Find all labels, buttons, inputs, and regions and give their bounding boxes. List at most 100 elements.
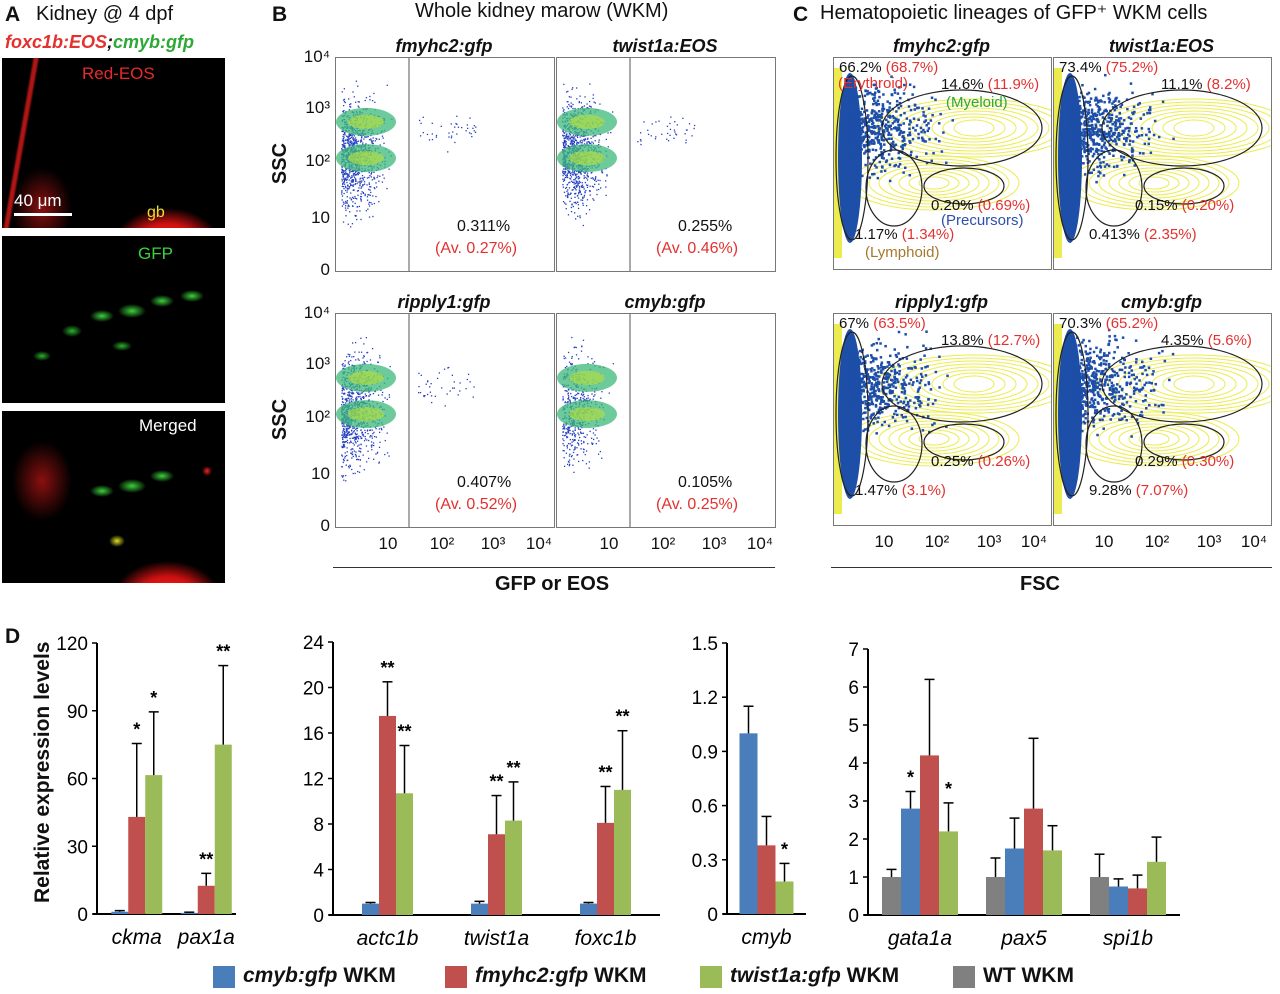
percent: 73.4%	[1059, 59, 1102, 76]
reference-percent: (0.26%)	[977, 453, 1031, 470]
precursors-annotation: 0.25% (0.26%)	[931, 453, 1030, 470]
y-tick-label: 0.9	[692, 742, 718, 763]
category-label: spi1b	[1103, 927, 1154, 950]
y-tick-label: 60	[67, 770, 88, 791]
significance-mark: **	[489, 772, 503, 792]
significance-mark: **	[380, 658, 394, 678]
y-tick-label: 120	[56, 634, 88, 655]
scale-bar-label: 40 μm	[14, 191, 62, 210]
y-tick-label: 4	[848, 754, 859, 775]
micro-image-gfp: GFP	[2, 236, 225, 403]
bar	[939, 831, 958, 915]
precursors-annotation: 0.29% (0.30%)	[1135, 453, 1234, 470]
erythroid-annotation: 66.2% (68.7%)	[839, 59, 938, 76]
myeloid-annotation: 14.6% (11.9%)	[941, 76, 1039, 93]
bar-chart-4: 0 1 2 3 4 5 6 7 * * gata1a pax5 spi1b	[848, 640, 1180, 950]
percent: 13.8%	[941, 332, 984, 349]
plot-title: fmyhc2:gfp	[892, 36, 990, 56]
percent: 4.35%	[1161, 332, 1204, 349]
scale-bar	[14, 213, 72, 216]
significance-mark: **	[397, 722, 411, 742]
x-axis-label: GFP or EOS	[495, 573, 610, 595]
plot-title: fmyhc2:gfp	[395, 36, 493, 56]
y-tick-label: 0	[848, 906, 859, 927]
flow-plot	[556, 313, 776, 528]
legend-gene: twist1a:gfp	[730, 964, 841, 987]
legend-entry: fmyhc2:gfp WKM	[475, 964, 647, 988]
x-tick: 10²	[429, 534, 455, 553]
y-tick-label: 16	[303, 724, 324, 745]
significance-mark: *	[945, 779, 952, 799]
bar	[128, 816, 146, 914]
bar	[362, 903, 379, 915]
precursors-annotation: 0.15% (0.20%)	[1135, 197, 1234, 214]
reference-percent: (12.7%)	[987, 332, 1041, 349]
flow-plot	[335, 313, 555, 528]
x-tick: 10⁴	[525, 534, 553, 553]
lymphoid-label: (Lymphoid)	[865, 244, 940, 261]
lineage-plot	[1053, 57, 1272, 270]
y-tick-label: 1.5	[692, 634, 718, 655]
y-tick-label: 0.3	[692, 851, 718, 872]
category-label: actc1b	[357, 927, 419, 950]
percent-label: 0.407%	[457, 474, 512, 491]
significance-mark: **	[615, 707, 629, 727]
bar	[180, 912, 198, 914]
panel-c-title: Hematopoietic lineages of GFP⁺ WKM cells	[820, 2, 1208, 24]
bar	[379, 715, 396, 915]
bar	[1090, 877, 1109, 915]
legend-swatch	[445, 966, 467, 988]
y-tick: 10⁴	[303, 303, 330, 322]
bar	[1109, 886, 1128, 915]
y-tick-label: 2	[848, 830, 859, 851]
reference-percent: (8.2%)	[1206, 76, 1251, 93]
x-tick: 10³	[976, 532, 1002, 551]
legend-suffix: WKM	[588, 964, 647, 987]
plot-title: ripply1:gfp	[895, 292, 988, 312]
reference-percent: (1.34%)	[901, 226, 955, 243]
reference-percent: (3.1%)	[901, 482, 946, 499]
reference-percent: (0.30%)	[1181, 453, 1235, 470]
legend-entry: cmyb:gfp WKM	[243, 964, 396, 988]
bar	[920, 755, 939, 915]
reference-percent: (5.6%)	[1207, 332, 1252, 349]
percent-label: 0.311%	[457, 218, 511, 235]
significance-mark: *	[133, 719, 140, 739]
panel-a-title: Kidney @ 4 dpf	[36, 3, 174, 25]
percent: 9.28%	[1089, 482, 1132, 499]
lymphoid-annotation: 0.413% (2.35%)	[1089, 226, 1197, 243]
lineage-plot	[1053, 313, 1272, 526]
y-tick-label: 12	[303, 770, 324, 791]
bar-chart-3: 0 0.3 0.6 0.9 1.2 1.5 * cmyb	[692, 634, 806, 949]
y-axis-label: SSC	[269, 142, 292, 185]
y-tick: 10⁴	[303, 47, 330, 66]
micro-image-merged: Merged	[2, 411, 225, 583]
y-tick-label: 20	[303, 679, 324, 700]
bar	[145, 775, 163, 914]
significance-mark: *	[907, 768, 914, 788]
y-tick-label: 3	[848, 792, 859, 813]
y-tick-label: 24	[303, 633, 325, 654]
category-label: twist1a	[464, 927, 529, 950]
panel-b-title: Whole kidney marow (WKM)	[415, 0, 669, 22]
y-tick-label: 0	[707, 905, 718, 926]
y-tick-label: 8	[313, 815, 324, 836]
percent: 0.29%	[1135, 453, 1178, 470]
significance-mark: *	[781, 839, 788, 859]
bar-chart-2: 04812162024****actc1b****twist1a****foxc…	[303, 633, 660, 950]
x-tick: 10³	[701, 534, 727, 553]
x-tick: 10	[1094, 532, 1114, 551]
bar	[882, 877, 901, 915]
myeloid-annotation: 13.8% (12.7%)	[941, 332, 1040, 349]
legend-gene: cmyb:gfp	[243, 964, 338, 987]
legend-suffix: WKM	[337, 964, 396, 987]
y-tick-label: 1	[848, 868, 859, 889]
plot-title: cmyb:gfp	[624, 292, 706, 312]
bar	[111, 911, 129, 914]
bar	[775, 881, 794, 914]
bar	[757, 845, 776, 914]
y-tick-label: 0	[77, 905, 88, 926]
reference-percent: (63.5%)	[873, 315, 926, 332]
bar	[488, 834, 505, 915]
image-caption: Merged	[139, 416, 197, 435]
